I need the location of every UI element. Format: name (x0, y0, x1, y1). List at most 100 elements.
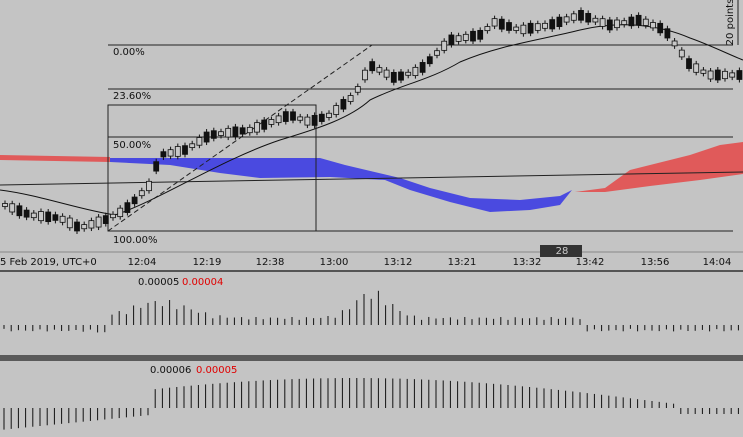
time-label: 13:12 (384, 257, 413, 268)
candle-body (405, 71, 412, 76)
candle-body (182, 145, 188, 155)
candle-body (448, 34, 455, 45)
candle-body (729, 72, 736, 78)
time-label: 12:38 (256, 257, 285, 268)
candle-body (189, 143, 196, 148)
badge-text: 28 (556, 246, 569, 257)
candle-body (534, 23, 541, 31)
candle-body (318, 113, 325, 122)
candle-body (700, 69, 707, 74)
candle-body (110, 213, 116, 219)
candle-body (434, 50, 440, 56)
candle-body (606, 19, 613, 31)
fib-label: 100.00% (113, 235, 158, 246)
candle-body (326, 112, 332, 118)
candle-body (477, 29, 484, 40)
fib-label: 50.00% (113, 140, 151, 151)
candle-body (484, 26, 491, 32)
range-box (107, 104, 317, 232)
cloud-blue (110, 158, 572, 212)
candle-body (2, 203, 8, 207)
time-label: 14:04 (703, 257, 732, 268)
candle-body (498, 18, 505, 30)
candle-body (441, 40, 448, 51)
candle-body (549, 19, 556, 30)
candle-body (124, 202, 131, 213)
candle-body (261, 119, 268, 130)
candle-body (45, 211, 52, 223)
candle-body (412, 66, 419, 76)
candle-body (722, 70, 728, 80)
candle-body (664, 28, 671, 39)
candle-body (614, 19, 620, 29)
candle-body (95, 216, 102, 228)
candle-body (138, 190, 145, 197)
candle-body (621, 20, 628, 25)
candle-body (232, 126, 239, 138)
candle-body (102, 215, 109, 224)
candle-body (131, 196, 138, 205)
candle-body (333, 105, 340, 115)
candle-body (160, 151, 167, 158)
candle-body (146, 180, 152, 192)
candle-body (16, 205, 23, 217)
time-label: 12:04 (128, 257, 157, 268)
candle-body (563, 16, 570, 23)
candle-body (246, 126, 253, 134)
candle-body (570, 13, 577, 21)
candle-body (462, 33, 469, 41)
candle-body (506, 22, 512, 31)
time-labels: 12:04 12:19 12:38 13:00 13:12 13:21 13:32 13:42… (128, 257, 732, 268)
candle-body (426, 56, 433, 65)
fib-label: 23.60% (113, 91, 151, 102)
candle-body (678, 49, 685, 58)
time-label: 13:56 (641, 257, 670, 268)
candle-body (686, 58, 692, 69)
candle-body (239, 127, 246, 135)
candle-body (470, 30, 476, 42)
time-label: 13:42 (576, 257, 605, 268)
candle-body (203, 131, 210, 143)
candle-body (210, 130, 217, 139)
candle-body (74, 221, 80, 232)
candle-body (398, 71, 404, 81)
candle-body (642, 18, 649, 26)
candle-body (556, 16, 563, 27)
candle-body (354, 86, 361, 93)
candle-body (455, 35, 462, 42)
candle-body (520, 24, 527, 35)
indicator-value: 0.00005 (138, 277, 179, 288)
candle-body (362, 69, 368, 81)
time-axis (0, 252, 743, 270)
date-label: 5 Feb 2019, UTC+0 (0, 257, 97, 268)
candle-body (52, 214, 59, 221)
candle-body (542, 22, 548, 29)
candle-body (117, 207, 124, 218)
candle-body (657, 22, 664, 34)
candle-body (254, 122, 260, 133)
candle-body (282, 111, 289, 122)
candle-body (196, 137, 203, 146)
fib-label: 0.00% (113, 47, 145, 58)
candle-body (714, 69, 721, 81)
candle-body (650, 22, 656, 29)
indicator-signal: 0.00005 (196, 365, 237, 376)
candle-body (340, 99, 347, 110)
candle-body (290, 111, 296, 121)
candle-body (707, 70, 714, 80)
candles (2, 7, 743, 234)
candle-body (491, 18, 498, 27)
candle-body (23, 209, 30, 218)
indicator-value: 0.00006 (150, 365, 191, 376)
candle-body (585, 12, 592, 23)
candle-body (38, 211, 44, 222)
candle-body (599, 18, 606, 27)
candle-body (383, 69, 390, 78)
candle-body (81, 224, 88, 230)
badge (540, 245, 582, 257)
time-label: 12:19 (193, 257, 222, 268)
candle-body (376, 67, 383, 73)
candle-body (88, 220, 95, 229)
candle-body (693, 63, 700, 73)
candle-body (304, 116, 311, 126)
